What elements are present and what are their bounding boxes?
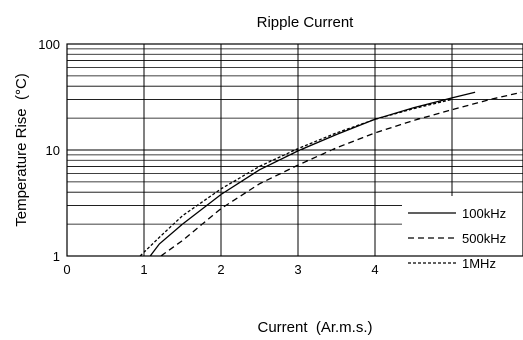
legend: 100kHz 500kHz 1MHz <box>408 206 506 271</box>
legend-label-100khz: 100kHz <box>462 206 506 221</box>
x-tick-label-3: 3 <box>294 262 301 277</box>
series-line-100khz <box>149 91 476 257</box>
y-axis-label: Temperature Rise (°C) <box>13 73 30 227</box>
plot-frame <box>66 43 523 257</box>
x-axis-label: Current (Ar.m.s.) <box>257 319 372 336</box>
legend-background <box>402 196 523 278</box>
series-line-1mhz <box>139 98 453 257</box>
x-tick-label-1: 1 <box>140 262 147 277</box>
chart-title: Ripple Current <box>257 14 355 31</box>
x-tick-label-4: 4 <box>371 262 378 277</box>
legend-label-500khz: 500kHz <box>462 231 506 246</box>
x-tick-label-2: 2 <box>217 262 224 277</box>
x-tick-label-0: 0 <box>63 262 70 277</box>
y-tick-label-1: 1 <box>53 249 60 264</box>
series-lines <box>139 91 522 257</box>
grid-lines <box>67 44 523 256</box>
y-tick-label-100: 100 <box>38 37 60 52</box>
legend-label-1mhz: 1MHz <box>462 256 496 271</box>
y-tick-label-10: 10 <box>46 143 60 158</box>
tick-labels: 012345110100 <box>38 37 455 277</box>
series-line-500khz <box>160 91 522 257</box>
